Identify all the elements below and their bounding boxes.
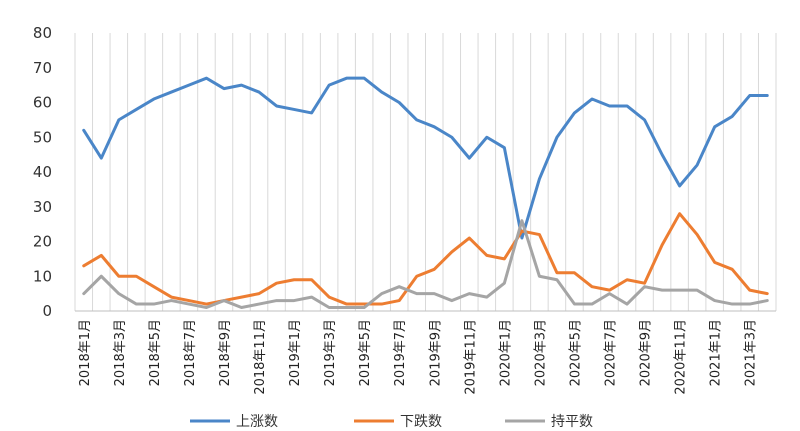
legend-label-3: 持平数: [551, 414, 593, 430]
legend-label-1: 上涨数: [236, 414, 278, 430]
x-tick-label: 2018年5月: [148, 319, 163, 386]
y-tick-label: 60: [33, 94, 52, 112]
x-tick-label: 2020年5月: [568, 319, 583, 386]
x-tick-label: 2020年11月: [674, 319, 689, 395]
x-tick-label: 2018年7月: [183, 319, 198, 386]
y-tick-label: 70: [33, 59, 52, 77]
x-tick-label: 2018年11月: [253, 319, 268, 395]
x-tick-label: 2019年1月: [288, 319, 303, 386]
series-line-1: [82, 76, 769, 240]
x-tick-label: 2020年3月: [533, 319, 548, 386]
x-tick-label: 2018年9月: [218, 319, 233, 386]
y-tick-label: 20: [33, 233, 52, 251]
series-line-3: [82, 219, 769, 310]
series-line-2: [82, 212, 769, 306]
y-tick-label: 30: [33, 198, 52, 216]
y-tick-label: 0: [42, 302, 52, 320]
x-tick-label: 2019年7月: [393, 319, 408, 386]
y-tick-label: 80: [33, 24, 52, 42]
axes: 0 10 20 30 40 50 60 70 80 2018年1月 2018年3月 2018年5月 20…: [33, 24, 776, 395]
x-tick-label: 2021年1月: [709, 319, 724, 386]
x-tick-label: 2020年1月: [498, 319, 513, 386]
x-tick-label: 2019年9月: [428, 319, 443, 386]
legend: 上涨数 下跌数 持平数: [190, 414, 593, 430]
x-tick-label: 2019年11月: [463, 319, 478, 395]
legend-label-2: 下跌数: [400, 414, 442, 430]
x-tick-label: 2021年3月: [744, 319, 759, 386]
y-tick-label: 40: [33, 163, 52, 181]
x-tick-label: 2018年3月: [113, 319, 128, 386]
series: [82, 76, 769, 310]
x-tick-label: 2019年3月: [323, 319, 338, 386]
y-tick-label: 50: [33, 128, 52, 146]
y-tick-label: 10: [33, 267, 52, 285]
x-tick-label: 2019年5月: [358, 319, 373, 386]
x-tick-label: 2020年7月: [604, 319, 619, 386]
x-tick-label: 2020年9月: [639, 319, 654, 386]
x-tick-label: 2018年1月: [78, 319, 93, 386]
